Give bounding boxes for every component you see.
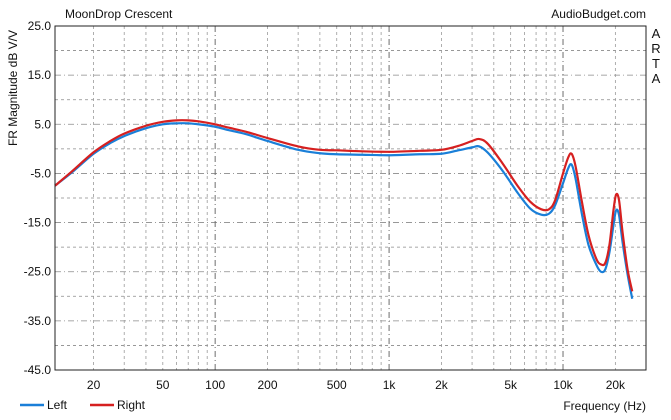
x-tick-labels: 20 50 100 200 500 1k 2k 5k 10k 20k <box>87 378 626 392</box>
y-tick-label: 5.0 <box>34 117 51 131</box>
x-tick-label: 20 <box>87 378 101 392</box>
y-tick-label: 25.0 <box>28 19 52 33</box>
x-tick-label: 200 <box>257 378 277 392</box>
x-axis-label: Frequency (Hz) <box>563 399 646 413</box>
chart-title: MoonDrop Crescent <box>65 7 173 21</box>
x-tick-label: 1k <box>383 378 397 392</box>
y-tick-label: -15.0 <box>24 216 52 230</box>
series-lines <box>54 119 634 299</box>
legend-label-right: Right <box>117 398 146 412</box>
source-label: AudioBudget.com <box>551 7 646 21</box>
y-axis-label: FR Magnitude dB V/V <box>6 30 20 146</box>
y-tick-label: -45.0 <box>24 363 52 377</box>
y-tick-label: -25.0 <box>24 265 52 279</box>
legend-label-left: Left <box>47 398 68 412</box>
y-tick-labels: 25.0 15.0 5.0 -5.0 -15.0 -25.0 -35.0 -45.0 <box>24 19 52 377</box>
grid-lines <box>55 25 647 371</box>
x-tick-label: 10k <box>553 378 573 392</box>
x-tick-label: 20k <box>606 378 626 392</box>
y-tick-label: 15.0 <box>28 68 52 82</box>
y-tick-label: -35.0 <box>24 314 52 328</box>
series-line-left <box>54 122 634 299</box>
plot-frame <box>54 25 647 371</box>
series-line-right <box>54 119 634 292</box>
x-tick-label: 100 <box>205 378 225 392</box>
x-tick-label: 2k <box>435 378 449 392</box>
y-tick-label: -5.0 <box>30 166 51 180</box>
x-tick-label: 50 <box>156 378 170 392</box>
x-tick-label: 500 <box>327 378 347 392</box>
x-tick-label: 5k <box>504 378 518 392</box>
legend: Left Right <box>20 398 146 412</box>
